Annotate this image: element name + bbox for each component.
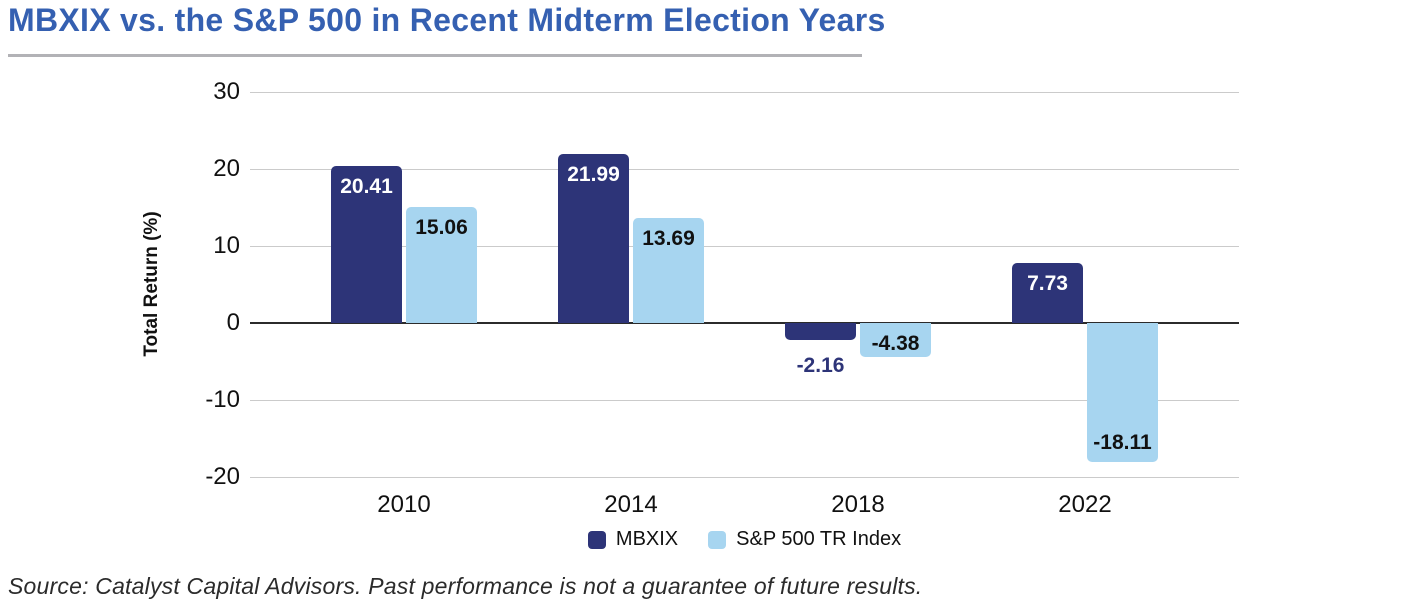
legend-swatch-icon [587,530,606,549]
gridline--10 [250,400,1239,401]
title-underline [8,54,862,57]
bar-s-p-500-tr-index-2022 [1087,323,1158,463]
legend: MBXIX S&P 500 TR Index [250,528,1239,551]
legend-label: S&P 500 TR Index [736,528,902,550]
x-label-2014: 2014 [604,491,658,518]
bar-value-label: -4.38 [871,332,920,355]
y-tick-label-30: 30 [213,78,240,105]
legend-swatch-icon [708,530,727,549]
x-label-2018: 2018 [831,491,885,518]
y-tick-label-20: 20 [213,155,240,182]
x-label-2022: 2022 [1058,491,1112,518]
gridline-30 [250,92,1239,93]
bar-mbxix-2010 [331,165,402,323]
bar-s-p-500-tr-index-2010 [406,207,477,323]
bar-s-p-500-tr-index-2014 [633,217,704,323]
bar-s-p-500-tr-index-2018 [860,323,931,357]
page-title: MBXIX vs. the S&P 500 in Recent Midterm … [8,2,886,38]
y-tick-label--10: -10 [205,386,240,413]
legend-label: MBXIX [615,528,679,550]
bar-mbxix-2014 [558,153,629,323]
gridline--20 [250,477,1239,478]
bar-value-label: -2.16 [796,353,845,377]
bar-mbxix-2018 [785,323,856,340]
x-label-2010: 2010 [377,491,431,518]
zero-axis-line [250,322,1239,324]
bar-mbxix-2022 [1012,263,1083,323]
gridline-20 [250,169,1239,170]
gridline-10 [250,246,1239,247]
legend-item-mbxix: MBXIX [587,528,679,551]
legend-item-s-p-500-tr-index: S&P 500 TR Index [708,528,901,551]
bar-value-label: 20.41 [340,174,393,198]
y-tick-label-10: 10 [213,232,240,259]
bar-value-label: 13.69 [642,226,695,250]
bar-value-label: 15.06 [415,216,468,240]
y-tick-label-0: 0 [226,309,240,336]
bar-value-label: -18.11 [1093,431,1152,455]
y-tick-label--20: -20 [205,463,240,490]
source-note: Source: Catalyst Capital Advisors. Past … [8,573,923,599]
bar-value-label: 21.99 [567,162,620,186]
bar-value-label: 7.73 [1027,272,1068,296]
